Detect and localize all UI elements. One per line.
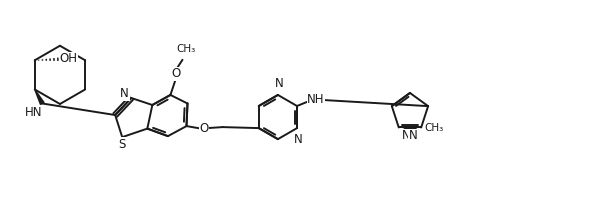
Text: N: N xyxy=(275,77,284,90)
Text: N: N xyxy=(409,130,418,142)
Text: O: O xyxy=(199,122,209,135)
Text: CH₃: CH₃ xyxy=(177,44,196,54)
Text: N: N xyxy=(402,130,411,142)
Text: S: S xyxy=(118,138,126,151)
Text: OH: OH xyxy=(59,52,77,65)
Text: O: O xyxy=(172,67,181,80)
Text: HN: HN xyxy=(25,106,42,119)
Polygon shape xyxy=(34,89,44,105)
Text: N: N xyxy=(120,87,129,100)
Text: CH₃: CH₃ xyxy=(425,123,444,133)
Text: N: N xyxy=(294,133,303,146)
Text: NH: NH xyxy=(307,93,325,106)
